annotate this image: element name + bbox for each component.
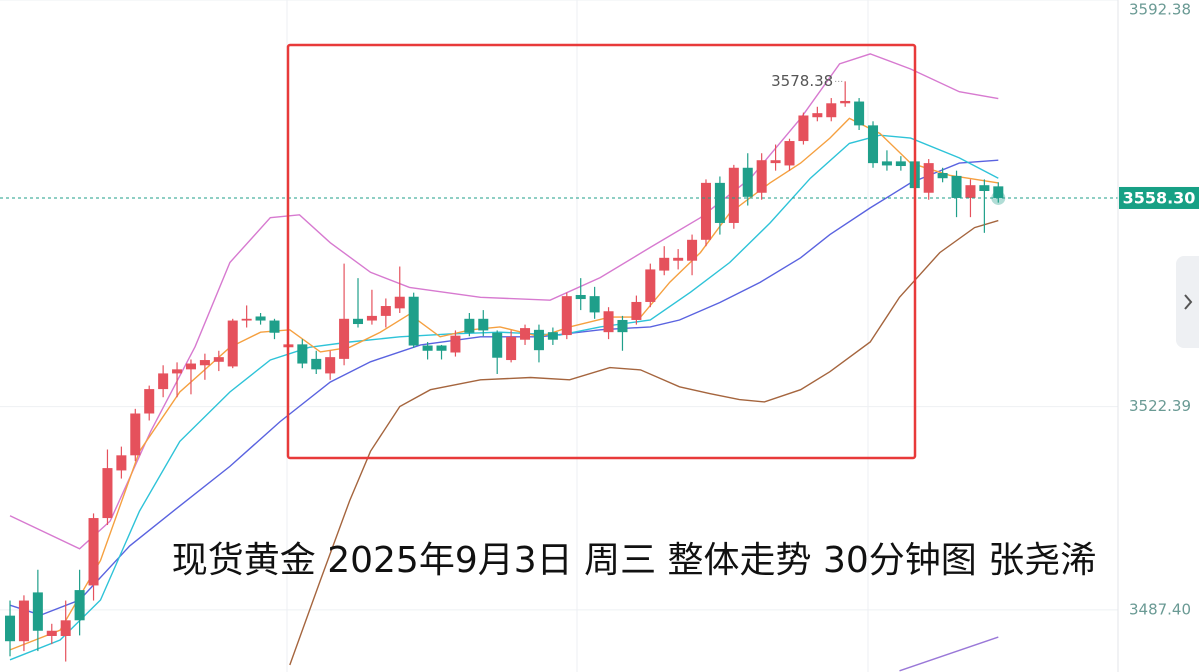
candle-body xyxy=(728,167,739,223)
candle-body xyxy=(492,332,503,358)
candle-body xyxy=(352,318,364,325)
candle-body xyxy=(756,160,767,193)
candle-body xyxy=(394,296,405,309)
candle-body xyxy=(714,182,725,223)
candle-body xyxy=(213,357,224,362)
candle-body xyxy=(659,257,670,271)
current-price-label: 3558.30 xyxy=(1123,188,1196,207)
candle-body xyxy=(937,172,948,179)
candle-body xyxy=(603,311,614,333)
price-axis: 3592.38 3522.39 3487.40 3558.30 xyxy=(1119,1,1199,618)
candle-body xyxy=(450,335,461,353)
candle-body xyxy=(116,455,127,471)
candle-body xyxy=(631,301,642,320)
candle-body xyxy=(533,329,544,351)
candle-body xyxy=(965,185,976,198)
candle-body xyxy=(102,468,113,519)
indicator-line xyxy=(899,636,999,672)
candle-body xyxy=(5,615,16,642)
candle-body xyxy=(32,592,43,631)
side-toggle[interactable] xyxy=(1176,256,1199,348)
candle-body xyxy=(561,296,572,336)
current-price-box xyxy=(1119,186,1199,209)
candle-body xyxy=(645,269,656,302)
candle-body xyxy=(88,518,99,586)
candle-body xyxy=(923,163,934,193)
candle-body xyxy=(812,113,823,118)
candle-body xyxy=(144,389,155,414)
candle-body xyxy=(199,360,210,366)
candle-body xyxy=(895,161,906,167)
candle-body xyxy=(979,185,990,192)
candle-body xyxy=(46,630,57,636)
candle-body xyxy=(798,115,809,142)
candle-body xyxy=(784,141,795,166)
candle-body xyxy=(339,318,350,359)
candle-body xyxy=(18,600,29,642)
side-toggle-bg[interactable] xyxy=(1176,256,1199,348)
y-tick-label: 3522.39 xyxy=(1129,397,1191,415)
chart-title: 现货黄金 2025年9月3日 周三 整体走势 30分钟图 张尧浠 xyxy=(172,540,1096,581)
chevron-icon[interactable] xyxy=(1184,294,1193,310)
candle-body xyxy=(687,239,698,261)
candle-body xyxy=(520,328,531,340)
candle-body xyxy=(172,369,183,374)
y-tick-label: 3487.40 xyxy=(1129,600,1191,618)
candle-body xyxy=(60,620,71,636)
candle-body xyxy=(255,316,266,321)
candle-body xyxy=(742,167,753,197)
candle-body xyxy=(422,345,433,351)
candle-body xyxy=(826,103,837,118)
candle-body xyxy=(868,125,879,164)
candle-body xyxy=(840,100,851,104)
candle-body xyxy=(325,357,336,374)
candle-body xyxy=(436,345,447,351)
candle-body xyxy=(589,296,600,313)
candle-body xyxy=(227,320,238,367)
candle-body xyxy=(673,257,684,261)
candle-body xyxy=(575,294,586,300)
candles: 3578.38 xyxy=(0,72,1118,662)
highlight-box xyxy=(286,43,917,460)
candle-body xyxy=(464,318,475,333)
candle-body xyxy=(311,358,322,370)
candle-body xyxy=(547,332,558,340)
indicator-line xyxy=(9,53,999,550)
candle-body xyxy=(74,590,85,621)
candle-body xyxy=(297,344,308,364)
candle-body xyxy=(478,318,489,331)
candle-body xyxy=(993,186,1004,198)
candle-body xyxy=(185,363,196,370)
candle-body xyxy=(269,320,280,333)
candle-body xyxy=(881,161,892,166)
candle-body xyxy=(951,175,962,198)
candle-body xyxy=(700,182,711,240)
current-price-dot xyxy=(991,190,1006,205)
y-tick-label: 3592.38 xyxy=(1129,1,1191,19)
candle-body xyxy=(130,413,141,456)
candle-body xyxy=(408,296,419,346)
indicator-line xyxy=(289,219,999,666)
candle-body xyxy=(366,315,377,321)
candle-body xyxy=(617,319,628,333)
candle-body xyxy=(770,160,781,164)
high-label: 3578.38 xyxy=(771,72,833,90)
candle-body xyxy=(241,318,252,321)
candle-body xyxy=(158,373,169,390)
candle-body xyxy=(854,101,865,126)
candle-body xyxy=(380,306,391,316)
candle-body xyxy=(506,336,517,361)
